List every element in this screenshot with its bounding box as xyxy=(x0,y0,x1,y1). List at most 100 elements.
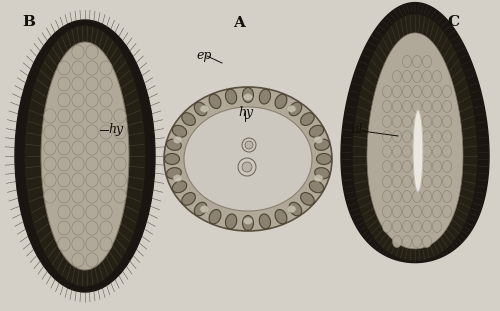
Ellipse shape xyxy=(58,237,70,251)
Ellipse shape xyxy=(72,221,84,235)
Ellipse shape xyxy=(86,173,98,187)
Ellipse shape xyxy=(432,115,442,128)
Ellipse shape xyxy=(442,146,452,157)
Ellipse shape xyxy=(58,221,70,235)
Ellipse shape xyxy=(402,220,411,233)
Ellipse shape xyxy=(44,125,56,139)
Ellipse shape xyxy=(392,235,402,248)
Ellipse shape xyxy=(44,189,56,203)
Ellipse shape xyxy=(382,100,392,113)
Ellipse shape xyxy=(114,157,126,171)
Ellipse shape xyxy=(402,86,411,98)
Ellipse shape xyxy=(382,115,392,128)
Ellipse shape xyxy=(100,221,112,235)
Ellipse shape xyxy=(44,173,56,187)
Ellipse shape xyxy=(58,189,70,203)
Ellipse shape xyxy=(86,141,98,155)
Ellipse shape xyxy=(432,100,442,113)
Ellipse shape xyxy=(314,136,323,143)
Ellipse shape xyxy=(314,139,330,151)
Ellipse shape xyxy=(86,109,98,123)
Ellipse shape xyxy=(44,109,56,123)
Ellipse shape xyxy=(289,202,302,216)
Ellipse shape xyxy=(194,202,207,216)
Ellipse shape xyxy=(24,25,146,287)
Ellipse shape xyxy=(402,115,411,128)
Ellipse shape xyxy=(172,181,186,193)
Ellipse shape xyxy=(442,160,452,173)
Ellipse shape xyxy=(86,237,98,251)
Ellipse shape xyxy=(392,220,402,233)
Ellipse shape xyxy=(392,191,402,202)
Ellipse shape xyxy=(182,113,196,125)
Ellipse shape xyxy=(86,125,98,139)
Ellipse shape xyxy=(412,220,422,233)
Ellipse shape xyxy=(238,158,256,176)
Ellipse shape xyxy=(275,94,287,109)
Ellipse shape xyxy=(58,61,70,75)
Ellipse shape xyxy=(86,93,98,107)
Ellipse shape xyxy=(200,206,209,213)
Ellipse shape xyxy=(209,210,221,224)
Ellipse shape xyxy=(44,157,56,171)
Ellipse shape xyxy=(392,175,402,188)
Ellipse shape xyxy=(58,205,70,219)
Ellipse shape xyxy=(15,20,155,292)
Ellipse shape xyxy=(58,125,70,139)
Ellipse shape xyxy=(432,220,442,233)
Ellipse shape xyxy=(209,94,221,109)
Ellipse shape xyxy=(392,146,402,157)
Ellipse shape xyxy=(422,160,432,173)
Ellipse shape xyxy=(412,131,422,142)
Ellipse shape xyxy=(72,189,84,203)
Ellipse shape xyxy=(412,160,422,173)
Ellipse shape xyxy=(100,93,112,107)
Ellipse shape xyxy=(58,157,70,171)
Ellipse shape xyxy=(260,89,270,104)
Ellipse shape xyxy=(422,235,432,248)
Ellipse shape xyxy=(100,141,112,155)
Ellipse shape xyxy=(392,160,402,173)
Ellipse shape xyxy=(114,173,126,187)
Ellipse shape xyxy=(100,237,112,251)
Ellipse shape xyxy=(432,146,442,157)
Ellipse shape xyxy=(422,71,432,82)
Ellipse shape xyxy=(200,105,209,112)
Ellipse shape xyxy=(72,93,84,107)
Ellipse shape xyxy=(114,141,126,155)
Ellipse shape xyxy=(412,71,422,82)
Ellipse shape xyxy=(300,193,314,205)
Ellipse shape xyxy=(72,125,84,139)
Ellipse shape xyxy=(242,162,252,172)
Ellipse shape xyxy=(422,175,432,188)
Ellipse shape xyxy=(58,141,70,155)
Ellipse shape xyxy=(422,131,432,142)
Ellipse shape xyxy=(100,125,112,139)
Ellipse shape xyxy=(72,61,84,75)
Ellipse shape xyxy=(226,214,236,229)
Ellipse shape xyxy=(166,139,182,151)
Ellipse shape xyxy=(260,214,270,229)
Ellipse shape xyxy=(100,205,112,219)
Ellipse shape xyxy=(382,206,392,217)
Ellipse shape xyxy=(275,210,287,224)
Ellipse shape xyxy=(382,191,392,202)
Ellipse shape xyxy=(382,146,392,157)
Ellipse shape xyxy=(58,109,70,123)
Text: ep: ep xyxy=(196,49,212,62)
Ellipse shape xyxy=(184,107,312,211)
Text: B: B xyxy=(22,15,35,29)
Ellipse shape xyxy=(382,220,392,233)
Ellipse shape xyxy=(58,93,70,107)
Ellipse shape xyxy=(422,55,432,67)
Ellipse shape xyxy=(72,237,84,251)
Ellipse shape xyxy=(422,115,432,128)
Ellipse shape xyxy=(442,175,452,188)
Ellipse shape xyxy=(432,131,442,142)
Ellipse shape xyxy=(392,71,402,82)
Ellipse shape xyxy=(86,45,98,59)
Ellipse shape xyxy=(166,168,182,179)
Ellipse shape xyxy=(194,102,207,116)
Ellipse shape xyxy=(442,191,452,202)
Polygon shape xyxy=(341,2,489,262)
